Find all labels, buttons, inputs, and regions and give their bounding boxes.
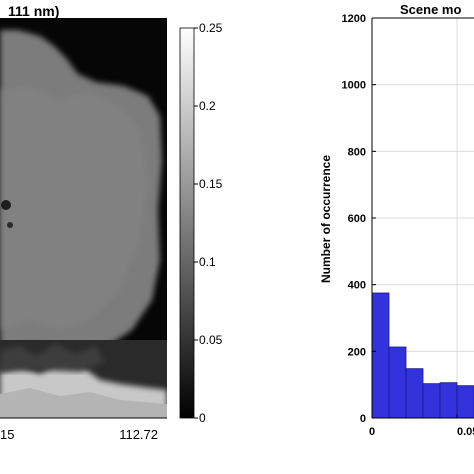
- colorbar-tick-label: 0.2: [199, 99, 216, 113]
- colorbar-gradient: [179, 27, 195, 419]
- y-tick-label: 400: [348, 280, 366, 292]
- image-x-tick-label-left: 15: [0, 427, 14, 442]
- y-tick-label: 1000: [342, 80, 366, 92]
- image-title: 111 nm): [8, 3, 59, 19]
- colorbar-tick-label: 0.15: [199, 177, 223, 191]
- colorbar-tick-label: 0.25: [199, 21, 223, 35]
- left-image-panel: 111 nm) 15 112.72: [0, 3, 167, 442]
- histogram-bar: [456, 385, 474, 419]
- y-tick-label: 200: [348, 346, 366, 358]
- x-tick-label: 0.05: [457, 426, 474, 438]
- y-tick-label: 1200: [342, 13, 366, 25]
- y-axis-label: Number of occurrence: [319, 155, 333, 283]
- y-tick-label: 0: [360, 413, 366, 425]
- histogram-bar: [439, 382, 458, 419]
- chart-title: Scene mo: [400, 2, 461, 17]
- image-x-tick-label-right: 112.72: [119, 427, 158, 442]
- y-tick-label: 800: [348, 146, 366, 158]
- x-tick-label: 0: [369, 426, 375, 438]
- y-tick-label: 600: [348, 213, 366, 225]
- colorbar-tick-label: 0.05: [199, 333, 223, 347]
- colorbar-tick-label: 0.1: [199, 255, 216, 269]
- grayscale-image: [0, 18, 167, 418]
- histogram-bar: [388, 346, 407, 419]
- histogram-bar: [371, 292, 390, 419]
- colorbar-tick-label: 0: [199, 411, 206, 425]
- histogram-chart: Scene mo Number of occurrence 0 200 400 600…: [319, 2, 474, 438]
- colorbar: 0.25 0.2 0.15 0.1 0.05 0: [179, 21, 223, 425]
- histogram-bar: [405, 368, 424, 419]
- histogram-bar: [422, 383, 441, 419]
